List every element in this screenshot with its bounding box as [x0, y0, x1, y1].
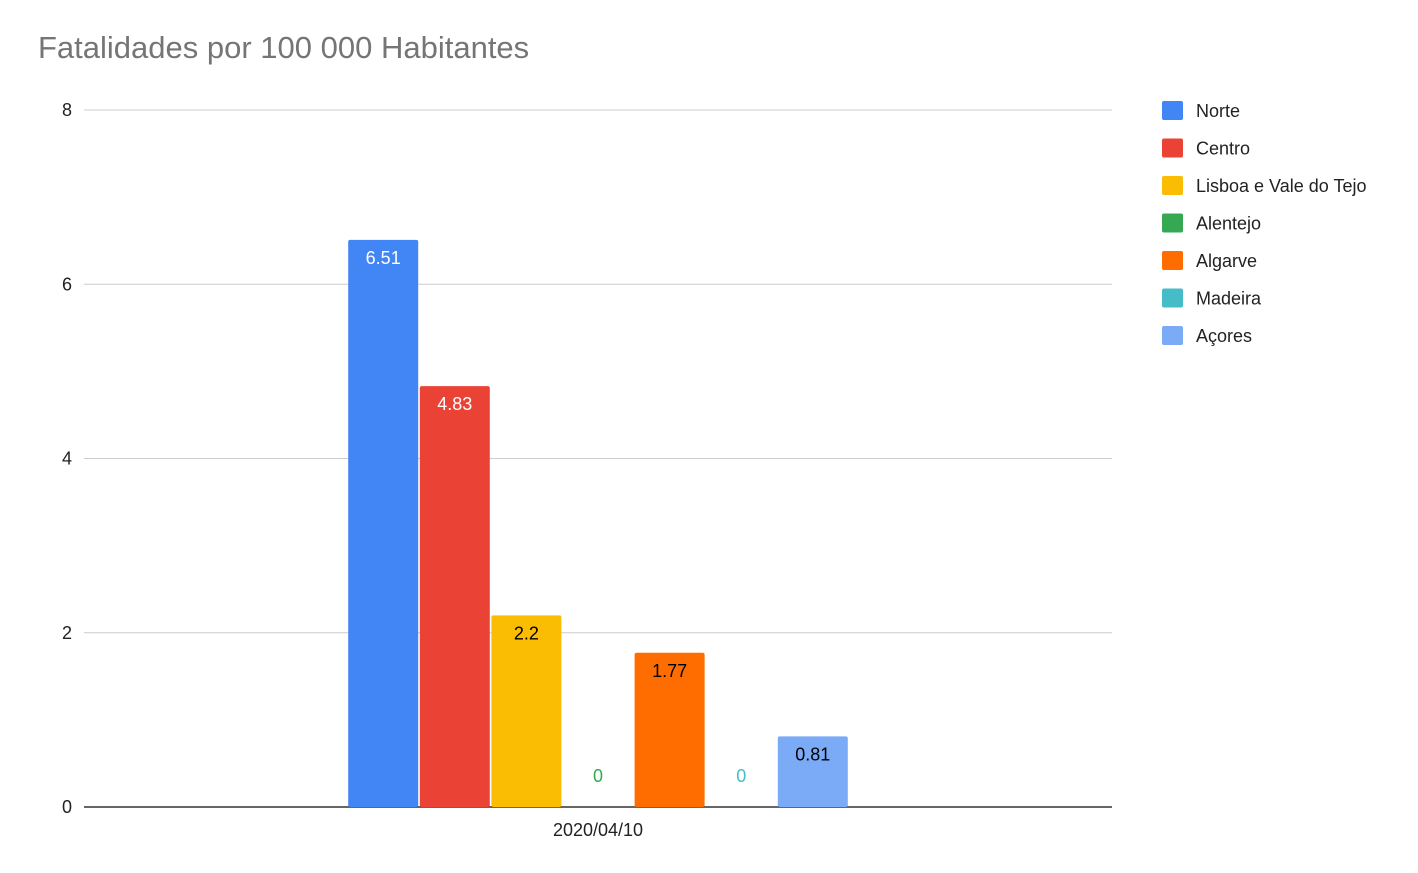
bar-a-ores	[777, 736, 848, 807]
bar-centro	[419, 386, 490, 807]
data-label: 0	[593, 766, 603, 786]
data-label: 0.81	[795, 744, 830, 764]
legend-swatch	[1162, 213, 1183, 233]
x-tick-label: 2020/04/10	[553, 820, 643, 840]
data-label: 6.51	[366, 248, 401, 268]
legend-item-label: Centro	[1196, 139, 1250, 159]
legend-swatch	[1162, 101, 1183, 120]
legend-item-label: Lisboa e Vale do Tejo	[1196, 176, 1366, 196]
data-label: 4.83	[437, 394, 472, 414]
legend-item-label: Norte	[1196, 101, 1240, 121]
legend-item-label: Madeira	[1196, 289, 1262, 309]
legend-swatch	[1162, 251, 1183, 270]
chart-title: Fatalidades por 100 000 Habitantes	[38, 30, 530, 65]
legend-swatch	[1162, 138, 1183, 158]
legend-item-label: Açores	[1196, 326, 1252, 346]
bar-algarve	[634, 652, 705, 807]
y-tick-label: 6	[62, 274, 72, 294]
y-tick-label: 2	[62, 623, 72, 643]
legend-swatch	[1162, 326, 1183, 345]
data-label: 2.2	[514, 623, 539, 643]
data-label: 0	[736, 766, 746, 786]
legend-item-label: Alentejo	[1196, 214, 1261, 234]
y-tick-label: 8	[62, 100, 72, 120]
legend-swatch	[1162, 176, 1183, 195]
y-tick-label: 4	[62, 449, 72, 469]
bar-lisboa-e-vale-do-tejo	[491, 615, 562, 807]
bar-norte	[348, 239, 419, 807]
y-tick-label: 0	[62, 797, 72, 817]
legend-item-label: Algarve	[1196, 251, 1257, 271]
legend-swatch	[1162, 288, 1183, 308]
data-label: 1.77	[652, 661, 687, 681]
